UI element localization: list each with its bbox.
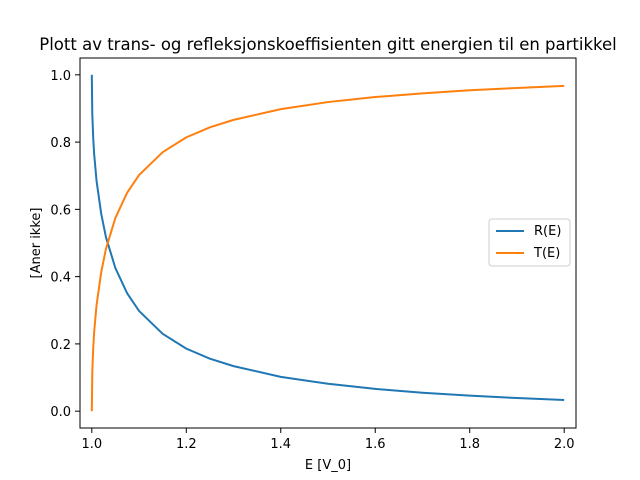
y-tick-label: 0.0: [50, 405, 71, 420]
x-tick-label: 1.0: [81, 437, 102, 452]
y-tick-label: 0.4: [50, 271, 71, 286]
y-tick-label: 1.0: [50, 69, 71, 84]
y-tick-label: 0.8: [50, 136, 71, 151]
x-tick-label: 1.8: [459, 437, 480, 452]
x-tick-label: 1.6: [365, 437, 386, 452]
y-tick-label: 0.6: [50, 203, 71, 218]
legend-label-r: R(E): [534, 224, 561, 239]
legend-label-t: T(E): [533, 246, 560, 261]
y-tick-label: 0.2: [50, 338, 71, 353]
x-tick-label: 1.4: [270, 437, 291, 452]
legend: R(E) T(E): [489, 219, 570, 266]
x-axis-label: E [V_0]: [305, 458, 351, 473]
x-tick-label: 2.0: [554, 437, 575, 452]
chart-title: Plott av trans- og refleksjonskoeffisien…: [39, 35, 616, 54]
y-axis-label: [Aner ikke]: [29, 208, 44, 279]
x-tick-label: 1.2: [176, 437, 197, 452]
